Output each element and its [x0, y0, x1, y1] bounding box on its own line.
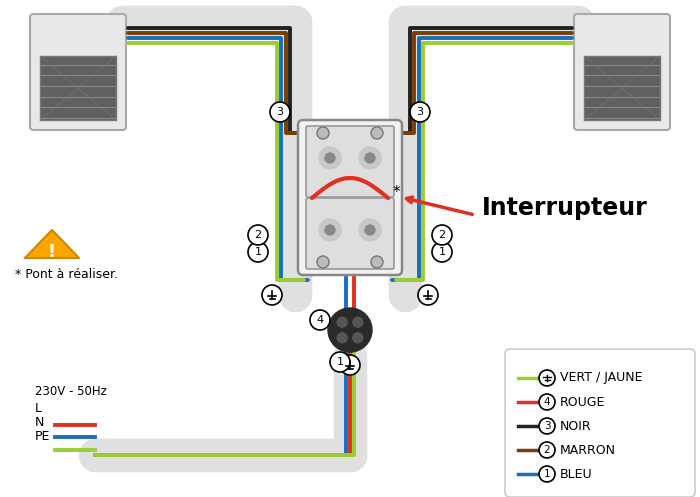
Text: *: * [393, 185, 400, 200]
Text: !: ! [48, 243, 56, 261]
Text: L: L [35, 402, 42, 415]
FancyBboxPatch shape [505, 349, 695, 497]
Circle shape [410, 102, 430, 122]
FancyBboxPatch shape [306, 198, 394, 269]
FancyBboxPatch shape [30, 14, 126, 130]
Circle shape [270, 102, 290, 122]
Circle shape [248, 242, 268, 262]
Circle shape [317, 127, 329, 139]
Text: N: N [35, 416, 44, 429]
Bar [584, 56, 660, 120]
Circle shape [310, 310, 330, 330]
Circle shape [539, 370, 555, 386]
Text: NOIR: NOIR [560, 419, 592, 432]
Circle shape [418, 285, 438, 305]
Circle shape [262, 285, 282, 305]
Text: 2: 2 [254, 230, 262, 240]
Text: 3: 3 [416, 107, 424, 117]
Circle shape [248, 225, 268, 245]
Circle shape [371, 127, 383, 139]
Circle shape [539, 442, 555, 458]
Circle shape [539, 466, 555, 482]
Circle shape [432, 225, 452, 245]
Circle shape [359, 147, 381, 169]
Circle shape [371, 256, 383, 268]
Circle shape [539, 418, 555, 434]
Circle shape [365, 225, 375, 235]
Circle shape [353, 317, 363, 327]
Circle shape [328, 308, 372, 352]
Text: 2: 2 [544, 445, 550, 455]
Text: 1: 1 [438, 247, 445, 257]
Text: 1: 1 [544, 469, 550, 479]
Circle shape [353, 333, 363, 343]
Circle shape [337, 333, 347, 343]
Text: BLEU: BLEU [560, 468, 593, 481]
Circle shape [325, 225, 335, 235]
Circle shape [319, 147, 341, 169]
Text: PE: PE [35, 430, 50, 443]
Circle shape [340, 355, 360, 375]
Circle shape [319, 219, 341, 241]
Text: Interrupteur: Interrupteur [482, 196, 648, 220]
FancyBboxPatch shape [306, 126, 394, 197]
Circle shape [359, 219, 381, 241]
FancyBboxPatch shape [298, 120, 402, 275]
Text: ROUGE: ROUGE [560, 396, 606, 409]
Text: MARRON: MARRON [560, 443, 616, 457]
Text: 4: 4 [316, 315, 323, 325]
Text: 230V - 50Hz: 230V - 50Hz [35, 385, 107, 398]
Circle shape [317, 256, 329, 268]
Text: 3: 3 [544, 421, 550, 431]
Circle shape [539, 394, 555, 410]
Text: * Pont à réaliser.: * Pont à réaliser. [15, 268, 118, 281]
Bar [40, 56, 116, 120]
Circle shape [365, 153, 375, 163]
Circle shape [337, 317, 347, 327]
Circle shape [330, 352, 350, 372]
Text: 1: 1 [255, 247, 262, 257]
Circle shape [432, 242, 452, 262]
Circle shape [325, 153, 335, 163]
Text: 3: 3 [276, 107, 284, 117]
Text: 2: 2 [438, 230, 446, 240]
FancyBboxPatch shape [574, 14, 670, 130]
Polygon shape [25, 230, 79, 258]
Text: VERT / JAUNE: VERT / JAUNE [560, 371, 643, 385]
Text: 1: 1 [337, 357, 344, 367]
Text: 4: 4 [544, 397, 550, 407]
